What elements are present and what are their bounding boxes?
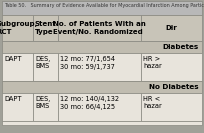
Text: Stent
Type: Stent Type <box>35 21 56 35</box>
Text: Subgroup,
RCT: Subgroup, RCT <box>0 21 38 35</box>
Bar <box>33 53 58 81</box>
Text: HR <
hazar: HR < hazar <box>143 96 162 109</box>
Bar <box>58 53 141 81</box>
Bar <box>33 15 58 41</box>
Bar <box>2 15 33 41</box>
Text: Diabetes: Diabetes <box>163 44 199 50</box>
Text: No. of Patients With an
Event/No. Randomized: No. of Patients With an Event/No. Random… <box>53 21 146 35</box>
Bar <box>141 53 202 81</box>
Text: HR >
hazar: HR > hazar <box>143 56 162 70</box>
Text: No Diabetes: No Diabetes <box>149 84 199 90</box>
Text: 12 mo: 77/1,654
30 mo: 59/1,737: 12 mo: 77/1,654 30 mo: 59/1,737 <box>60 56 115 70</box>
Text: DAPT: DAPT <box>4 96 21 102</box>
Bar <box>141 93 202 121</box>
Bar <box>2 81 202 93</box>
Text: Table 50.   Summary of Evidence Available for Myocardial Infarction Among Partic: Table 50. Summary of Evidence Available … <box>4 3 204 9</box>
Bar <box>2 93 33 121</box>
Text: DES,
BMS: DES, BMS <box>35 56 50 70</box>
Bar <box>2 53 33 81</box>
Bar <box>58 93 141 121</box>
Text: 12 mo: 140/4,132
30 mo: 66/4,125: 12 mo: 140/4,132 30 mo: 66/4,125 <box>60 96 119 109</box>
Bar <box>2 121 202 125</box>
Bar <box>2 1 202 15</box>
Bar <box>33 93 58 121</box>
Text: DAPT: DAPT <box>4 56 21 62</box>
Text: DES,
BMS: DES, BMS <box>35 96 50 109</box>
Bar <box>2 41 202 53</box>
Bar <box>141 15 202 41</box>
Bar <box>58 15 141 41</box>
Text: Dir: Dir <box>166 25 177 31</box>
